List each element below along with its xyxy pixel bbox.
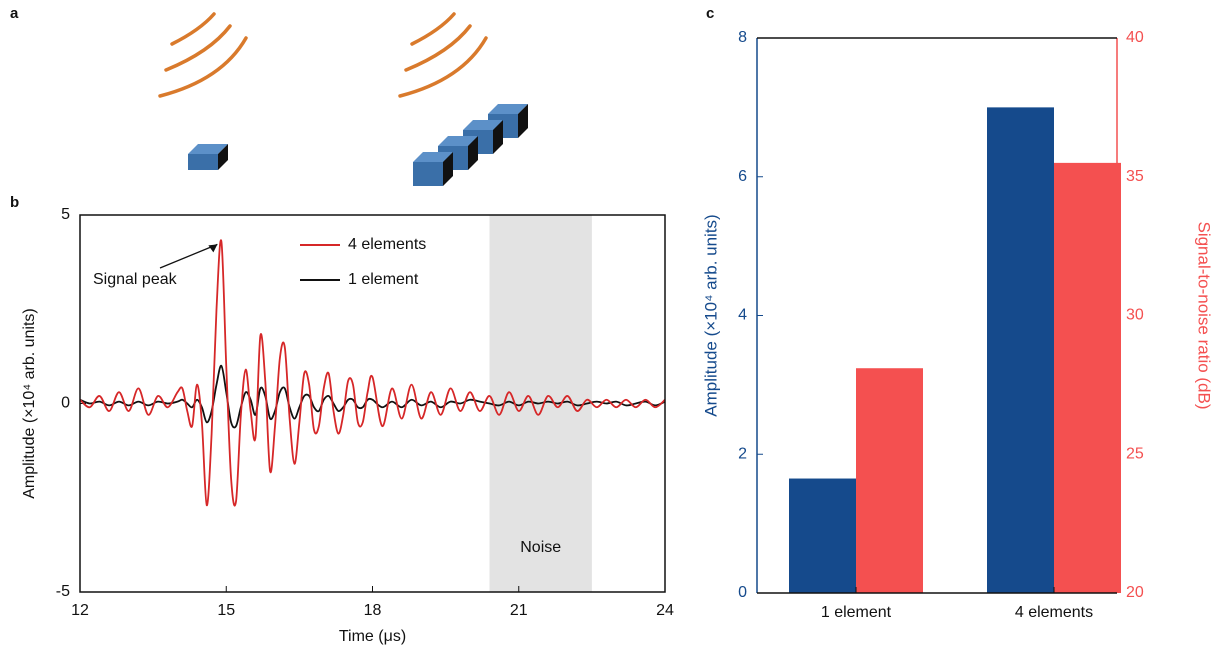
region-label: Noise — [520, 539, 561, 556]
y-tick-label: 0 — [738, 584, 747, 601]
y2-axis-label: Signal-to-noise ratio (dB) — [1195, 221, 1214, 409]
x-tick-label: 4 elements — [1015, 604, 1093, 621]
legend-label: 1 element — [348, 271, 419, 288]
legend-label: 4 elements — [348, 236, 426, 253]
panel-label: b — [10, 194, 19, 211]
y-tick-label: 2 — [738, 445, 747, 462]
x-axis-label: Time (μs) — [339, 628, 406, 645]
y-axis-label: Amplitude (×10⁴ arb. units) — [701, 214, 720, 416]
x-tick-label: 15 — [217, 602, 235, 619]
y2-tick-label: 40 — [1126, 29, 1144, 46]
y-tick-label: 0 — [61, 395, 70, 412]
y-tick-label: 6 — [738, 168, 747, 185]
annotation-arrow — [159, 243, 218, 269]
arrow-head — [208, 244, 218, 253]
annotation: Signal peak — [93, 271, 178, 288]
x-tick-label: 24 — [656, 602, 674, 619]
y2-tick-label: 20 — [1126, 584, 1144, 601]
x-tick-label: 18 — [364, 602, 382, 619]
plot-frame — [79, 214, 666, 593]
y-axis-label: Amplitude (×10⁴ arb. units) — [21, 308, 38, 499]
x-tick-label: 21 — [510, 602, 528, 619]
x-tick-label: 1 element — [821, 604, 892, 621]
panel-label: c — [706, 5, 714, 22]
y-tick-label: 8 — [738, 29, 747, 46]
illustration — [158, 12, 488, 98]
y2-tick-label: 30 — [1126, 307, 1144, 324]
y2-tick-label: 25 — [1126, 445, 1144, 462]
bar — [987, 107, 1054, 593]
y-tick-label: 5 — [61, 206, 70, 223]
x-tick-label: 12 — [71, 602, 89, 619]
bar — [1054, 162, 1121, 593]
y2-tick-label: 35 — [1126, 168, 1144, 185]
y-tick-label: -5 — [56, 583, 70, 600]
cube-icons — [188, 104, 528, 186]
bar — [789, 478, 856, 593]
line-series — [79, 239, 666, 507]
panel-label: a — [10, 5, 19, 22]
bar — [856, 368, 923, 593]
y-tick-label: 4 — [738, 307, 747, 324]
